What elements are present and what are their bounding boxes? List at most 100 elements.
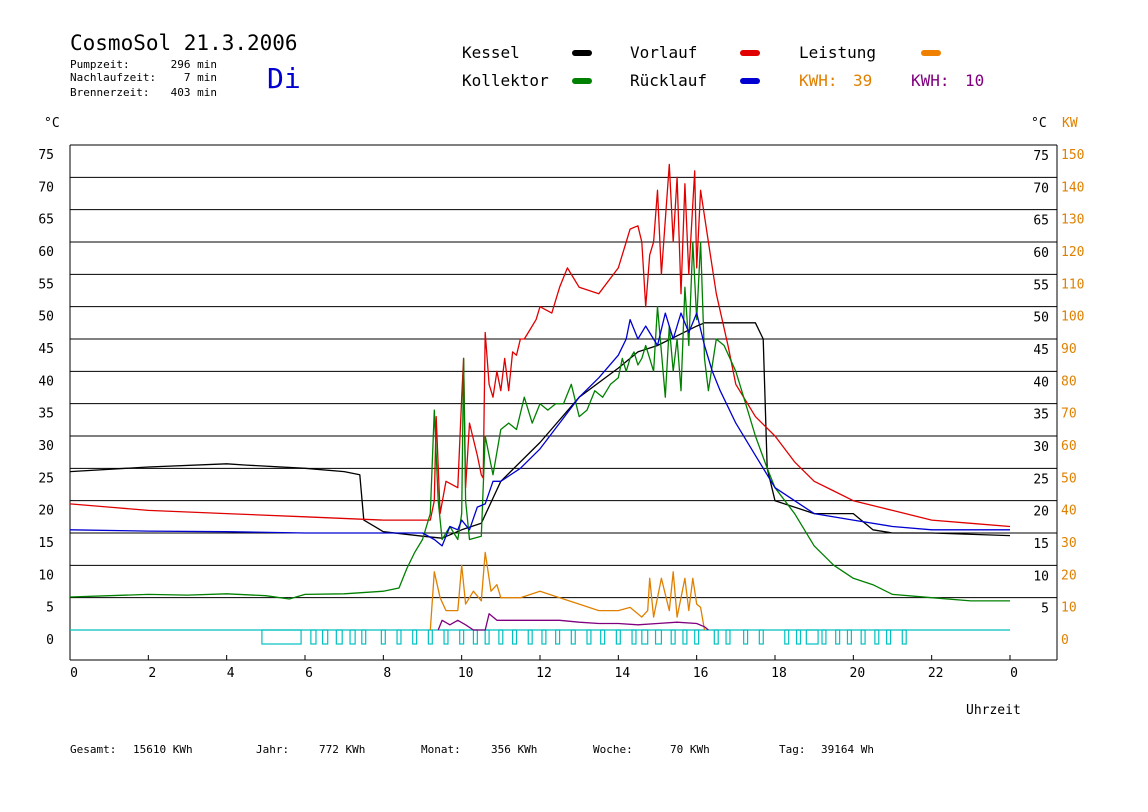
pump-block: [511, 629, 518, 645]
legend-swatch-vorlauf: [740, 50, 760, 56]
y-tick-label-left: 50: [38, 310, 54, 325]
series-line-vorlauf: [69, 163, 1011, 528]
x-tick-label: 20: [850, 666, 866, 681]
x-tick-label: 6: [305, 666, 313, 681]
x-tick-label: 2: [148, 666, 156, 681]
y-tick-label-right-kw: 30: [1061, 536, 1077, 551]
weekday-label: Di: [267, 62, 301, 95]
pump-block: [600, 629, 606, 645]
legend-swatch-leistung: [921, 50, 941, 56]
y-tick-label-right-c: 55: [1033, 278, 1049, 293]
pump-block: [541, 629, 547, 645]
legend: Kessel Vorlauf Leistung Kollektor Rückla…: [462, 43, 984, 90]
x-tick-label: 12: [536, 666, 552, 681]
stat-pumpzeit-value: 296 min: [171, 58, 217, 71]
legend-label-leistung: Leistung: [799, 43, 876, 62]
y-tick-label-right-kw: 110: [1061, 277, 1084, 292]
y-tick-label-right-c: 75: [1033, 149, 1049, 164]
pump-block: [821, 629, 827, 645]
footer-woche-value: 70 KWh: [670, 743, 710, 756]
pump-block: [570, 629, 576, 645]
pump-block: [631, 629, 637, 645]
y-tick-label-right-c: 60: [1033, 246, 1049, 261]
y-tick-label-right-c: 40: [1033, 375, 1049, 390]
y-tick-label-right-kw: 50: [1061, 471, 1077, 486]
pump-block: [670, 629, 676, 645]
stat-pumpzeit-label: Pumpzeit:: [70, 58, 130, 71]
footer-stats: Gesamt: 15610 KWh Jahr: 772 KWh Monat: 3…: [70, 743, 874, 756]
y-tick-label-right-c: 30: [1033, 440, 1049, 455]
y-tick-label-right-c: 35: [1033, 408, 1049, 423]
pump-block: [361, 629, 367, 645]
pump-block: [427, 629, 433, 645]
series-line-leistung2: [437, 613, 709, 631]
pump-block: [874, 629, 880, 645]
y-tick-label-right-kw: 20: [1061, 568, 1077, 583]
pump-block: [349, 629, 356, 645]
pump-block: [846, 629, 852, 645]
right-axis-unit-c: °C: [1031, 116, 1047, 131]
legend-label-kollektor: Kollektor: [462, 71, 549, 90]
x-tick-label: 10: [458, 666, 474, 681]
pump-block: [459, 629, 465, 645]
pump-block: [795, 629, 802, 645]
pump-block: [261, 629, 302, 645]
y-tick-label-right-c: 10: [1033, 569, 1049, 584]
footer-woche-label: Woche:: [593, 743, 633, 756]
left-axis-unit: °C: [44, 116, 60, 131]
pump-block: [682, 629, 688, 645]
stat-nachlaufzeit-value: 7 min: [184, 71, 217, 84]
pump-block: [758, 629, 764, 645]
y-tick-label-right-kw: 120: [1061, 245, 1084, 260]
y-tick-label-right-kw: 140: [1061, 180, 1084, 195]
pump-block: [412, 629, 418, 645]
stats-block: Pumpzeit: 296 min Nachlaufzeit: 7 min Br…: [70, 58, 217, 99]
footer-gesamt-label: Gesamt:: [70, 743, 116, 756]
pump-block: [654, 629, 663, 645]
legend-swatch-ruecklauf: [740, 78, 760, 84]
pump-block: [555, 629, 561, 645]
legend-swatch-kessel: [572, 50, 592, 56]
y-tick-label-right-kw: 40: [1061, 504, 1077, 519]
legend-label-vorlauf: Vorlauf: [630, 43, 697, 62]
y-tick-label-left: 20: [38, 504, 54, 519]
footer-gesamt-value: 15610 KWh: [133, 743, 193, 756]
chart-title: CosmoSol 21.3.2006: [70, 31, 298, 55]
y-tick-label-right-kw: 150: [1061, 148, 1084, 163]
x-tick-label: 4: [227, 666, 235, 681]
pump-block: [310, 629, 317, 645]
y-tick-label-left: 60: [38, 245, 54, 260]
pump-block: [527, 629, 533, 645]
x-tick-label: 8: [383, 666, 391, 681]
legend-label-ruecklauf: Rücklauf: [630, 71, 707, 90]
x-tick-label: 0: [1010, 666, 1018, 681]
y-tick-label-right-kw: 100: [1061, 310, 1084, 325]
pump-block: [725, 629, 731, 645]
pump-block: [498, 629, 504, 645]
x-tick-label: 18: [771, 666, 787, 681]
x-tick-label: 0: [70, 666, 78, 681]
pump-block: [586, 629, 592, 645]
pump-block: [713, 629, 719, 645]
series-line-leistung: [429, 551, 706, 631]
y-tick-label-right-kw: 90: [1061, 342, 1077, 357]
series-line-kollektor: [69, 241, 1010, 602]
legend-swatch-kollektor: [572, 78, 592, 84]
y-tick-label-left: 70: [38, 180, 54, 195]
y-tick-label-right-c: 15: [1033, 537, 1049, 552]
pump-block: [784, 629, 790, 645]
footer-tag-label: Tag:: [779, 743, 806, 756]
kwh-label-1: KWH:: [799, 71, 838, 90]
y-tick-label-left: 5: [46, 601, 54, 616]
y-tick-label-right-kw: 70: [1061, 407, 1077, 422]
y-tick-label-left: 55: [38, 277, 54, 292]
y-tick-label-left: 0: [46, 633, 54, 648]
y-tick-label-left: 35: [38, 407, 54, 422]
pump-block: [443, 629, 449, 645]
pump-block: [743, 629, 749, 645]
x-tick-label: 16: [693, 666, 709, 681]
pump-block: [335, 629, 343, 645]
y-tick-label-left: 30: [38, 439, 54, 454]
y-tick-label-left: 10: [38, 568, 54, 583]
